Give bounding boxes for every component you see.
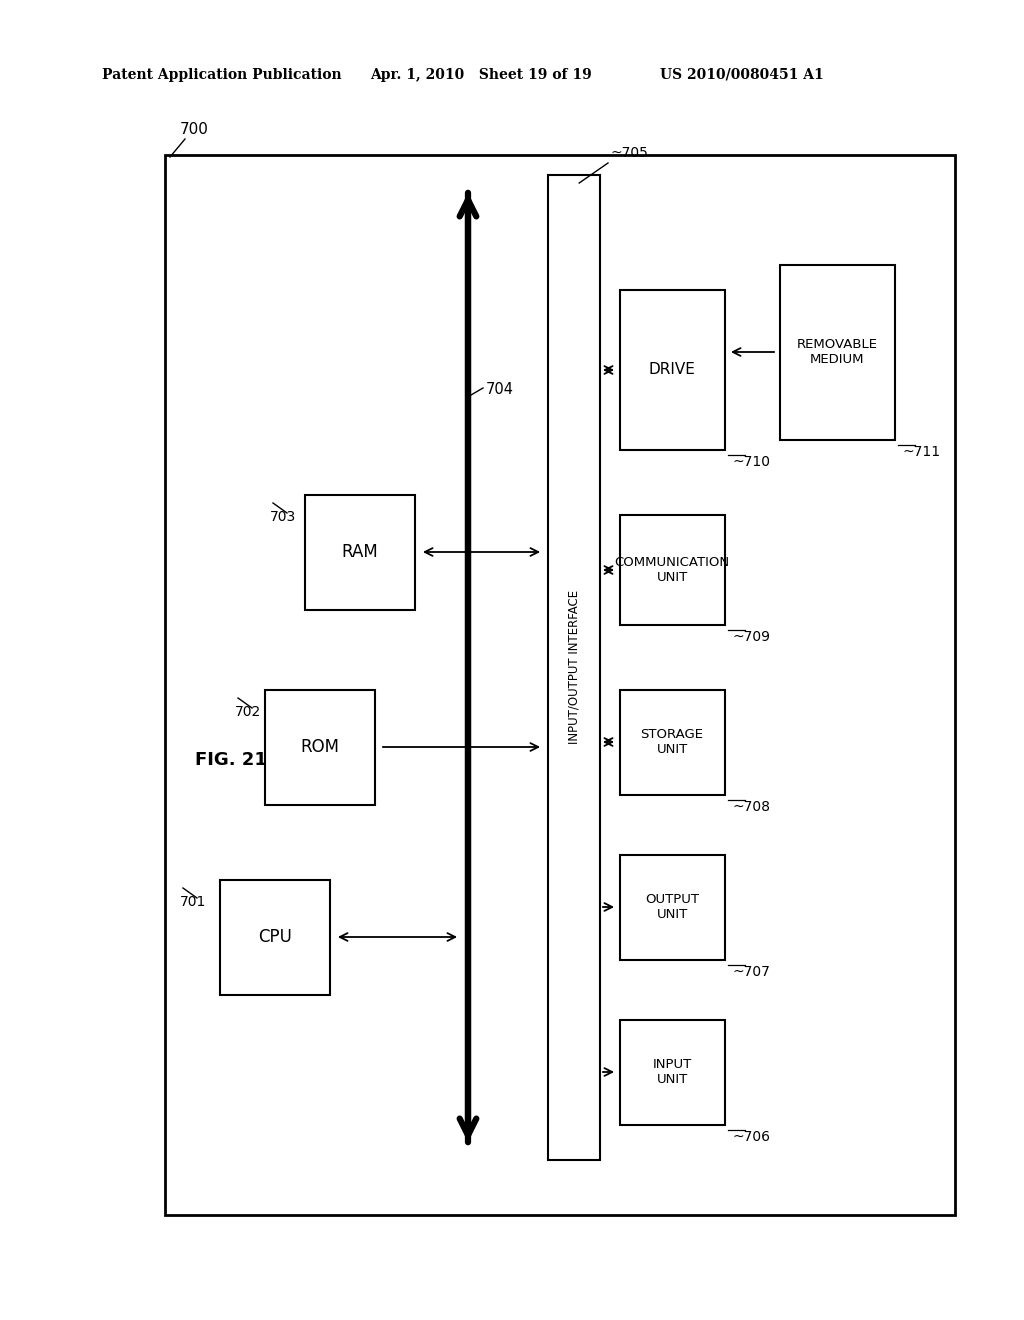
- Bar: [165, 154, 955, 1214]
- Text: ~707: ~707: [733, 965, 771, 979]
- Bar: [620, 1020, 725, 1125]
- Text: COMMUNICATION
UNIT: COMMUNICATION UNIT: [614, 556, 729, 583]
- Text: OUTPUT
UNIT: OUTPUT UNIT: [645, 894, 699, 921]
- Text: FIG. 21: FIG. 21: [195, 751, 267, 770]
- Text: 701: 701: [180, 895, 207, 909]
- Text: 703: 703: [270, 510, 296, 524]
- Bar: [305, 495, 415, 610]
- Text: ~706: ~706: [733, 1130, 771, 1144]
- Text: ~711: ~711: [903, 445, 941, 459]
- Text: Patent Application Publication: Patent Application Publication: [102, 69, 342, 82]
- Text: 702: 702: [234, 705, 261, 719]
- Text: RAM: RAM: [342, 543, 379, 561]
- Bar: [620, 515, 725, 624]
- Text: INPUT
UNIT: INPUT UNIT: [652, 1059, 691, 1086]
- Text: 704: 704: [486, 383, 514, 397]
- Text: ~705: ~705: [610, 147, 648, 160]
- Text: US 2010/0080451 A1: US 2010/0080451 A1: [660, 69, 823, 82]
- Text: STORAGE
UNIT: STORAGE UNIT: [640, 729, 703, 756]
- Text: CPU: CPU: [258, 928, 292, 946]
- Text: ~710: ~710: [733, 455, 771, 469]
- Text: Apr. 1, 2010   Sheet 19 of 19: Apr. 1, 2010 Sheet 19 of 19: [370, 69, 592, 82]
- Bar: [220, 880, 330, 995]
- Bar: [548, 176, 600, 1160]
- Bar: [620, 690, 725, 795]
- Text: ROM: ROM: [300, 738, 340, 756]
- Bar: [780, 265, 895, 440]
- Text: 700: 700: [180, 121, 209, 137]
- Text: INPUT/OUTPUT INTERFACE: INPUT/OUTPUT INTERFACE: [567, 590, 581, 744]
- Text: ~709: ~709: [733, 630, 771, 644]
- Text: ~708: ~708: [733, 800, 771, 814]
- Bar: [265, 690, 375, 805]
- Text: DRIVE: DRIVE: [648, 363, 695, 378]
- Bar: [620, 290, 725, 450]
- Text: REMOVABLE
MEDIUM: REMOVABLE MEDIUM: [797, 338, 878, 366]
- Bar: [620, 855, 725, 960]
